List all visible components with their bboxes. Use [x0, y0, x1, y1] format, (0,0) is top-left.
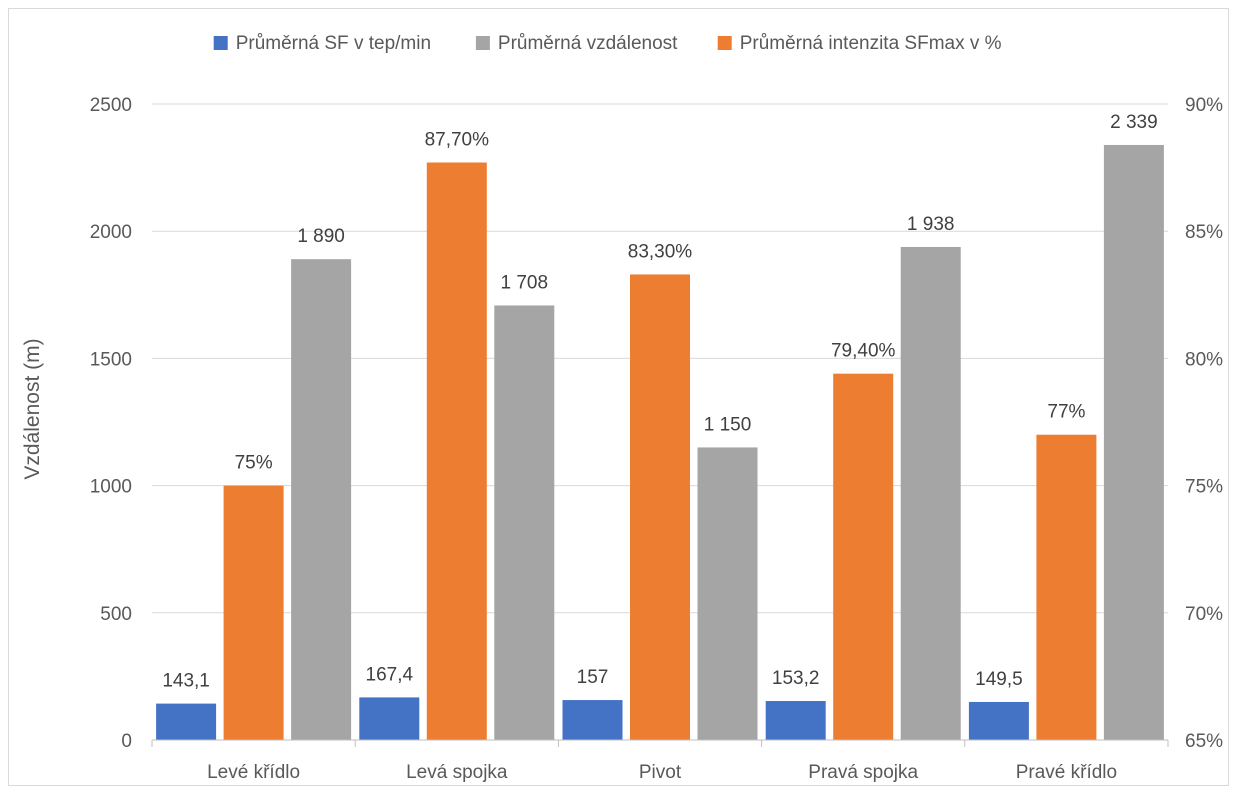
legend-label: Průměrná SF v tep/min [236, 33, 431, 54]
legend-label: Průměrná intenzita SFmax v % [740, 33, 1002, 54]
x-tick-label: Pravá spojka [808, 762, 918, 783]
y2-tick-label: 90% [1185, 95, 1223, 116]
bar [833, 373, 894, 740]
y2-tick-label: 75% [1185, 477, 1223, 498]
bar [426, 162, 487, 741]
y2-tick-label: 70% [1185, 604, 1223, 625]
y-tick-label: 1500 [90, 349, 132, 370]
data-label: 1 890 [297, 226, 345, 247]
y2-tick-label: 80% [1185, 349, 1223, 370]
bar [494, 305, 555, 740]
data-label: 167,4 [366, 664, 414, 685]
data-label: 1 938 [907, 214, 955, 235]
legend-label: Průměrná vzdálenost [498, 33, 678, 54]
y-axis-right: 65% 70% 75% 80% 85% 90% [1185, 95, 1223, 752]
data-label: 149,5 [975, 669, 1023, 690]
y2-tick-label: 85% [1185, 222, 1223, 243]
y-tick-label: 1000 [90, 477, 132, 498]
bar [359, 697, 420, 740]
x-tick-label: Pivot [639, 762, 682, 783]
y2-tick-label: 65% [1185, 731, 1223, 752]
bar [1036, 434, 1097, 740]
bar [630, 274, 690, 740]
data-label: 83,30% [628, 241, 693, 262]
bar [697, 447, 758, 740]
bar [223, 485, 284, 740]
legend-swatch [213, 36, 228, 50]
y-tick-label: 0 [121, 731, 132, 752]
data-label: 79,40% [831, 341, 896, 362]
x-tick-label: Levá spojka [406, 762, 508, 783]
data-label: 1 150 [704, 414, 752, 435]
bar [291, 259, 352, 740]
y-axis-left: 0 500 1000 1500 2000 2500 [90, 95, 132, 752]
bar [968, 701, 1029, 740]
x-axis: Levé křídlo Levá spojka Pivot Pravá spojka P… [151, 739, 1169, 783]
data-label: 153,2 [772, 668, 820, 689]
legend: Průměrná SF v tep/min Průměrná vzdálenost… [213, 33, 1002, 54]
data-label: 2 339 [1110, 112, 1158, 133]
data-label: 157 [577, 667, 609, 688]
bar [1103, 144, 1164, 741]
data-label: 143,1 [162, 671, 210, 692]
legend-swatch [717, 36, 732, 50]
y-tick-label: 2500 [90, 95, 132, 116]
data-label: 77% [1047, 402, 1085, 423]
data-label: 75% [235, 453, 273, 474]
y-tick-label: 500 [100, 604, 132, 625]
bar [765, 701, 826, 740]
legend-swatch [475, 36, 490, 50]
bar [900, 246, 961, 741]
x-tick-label: Pravé křídlo [1016, 762, 1117, 783]
data-label: 1 708 [501, 272, 549, 293]
data-labels: 143,1 75% 1 890 167,4 87,70% 1 708 157 83,30% 1 … [162, 112, 1157, 692]
y-tick-label: 2000 [90, 222, 132, 243]
bars [156, 144, 1164, 741]
x-tick-label: Levé křídlo [207, 762, 300, 783]
y-axis-title: Vzdálenost (m) [21, 338, 44, 479]
data-label: 87,70% [425, 130, 490, 151]
bar [156, 703, 217, 740]
chart-frame: 0 500 1000 1500 2000 2500 65% 70% 75% 80% 85% 90% … [8, 8, 1229, 786]
bar [562, 700, 623, 740]
